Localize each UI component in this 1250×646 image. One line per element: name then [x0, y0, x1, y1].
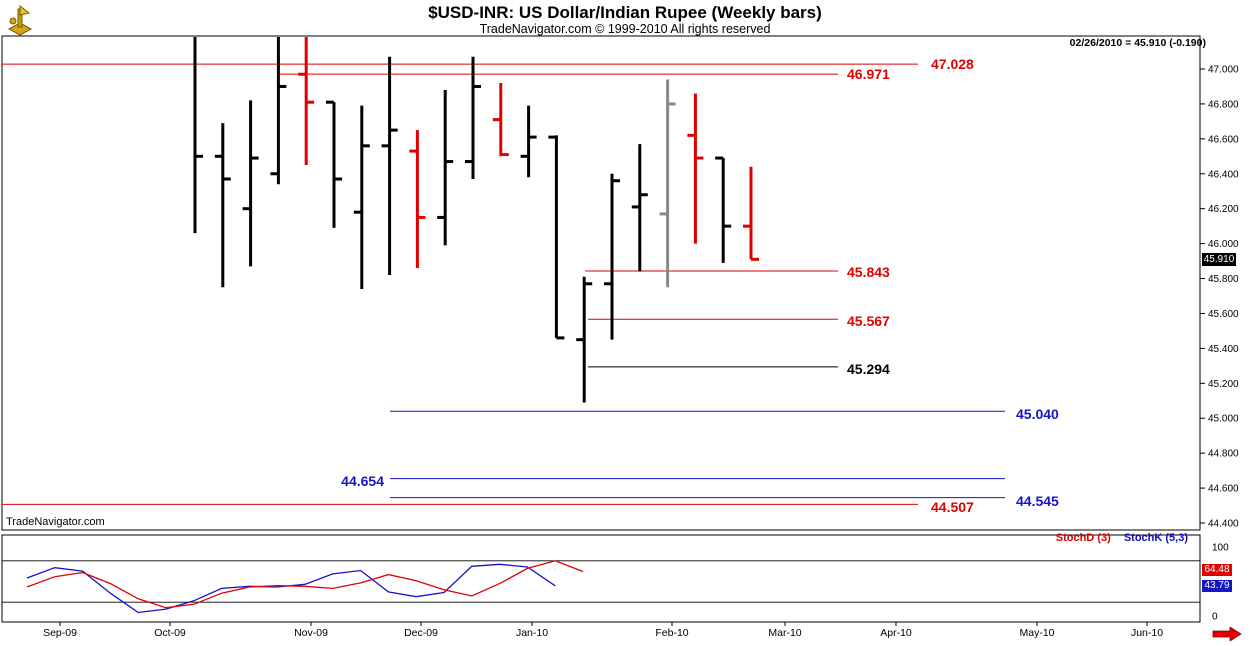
stoch-panel-frame — [1, 534, 1201, 623]
x-tick-label: Jun-10 — [1131, 627, 1163, 639]
level-label-44-507: 44.507 — [931, 499, 974, 515]
ohlc-bar — [270, 37, 287, 185]
y-tick-label: 46.000 — [1208, 239, 1239, 250]
ohlc-bar — [520, 105, 537, 178]
y-tick-label: 45.600 — [1208, 309, 1239, 320]
x-tick-label: Oct-09 — [154, 627, 186, 639]
ohlc-bar — [492, 82, 509, 157]
y-tick-label: 44.600 — [1208, 484, 1239, 495]
y-tick-label: 47.000 — [1208, 65, 1239, 76]
ohlc-bar — [465, 56, 481, 180]
ohlc-bar — [659, 79, 676, 288]
ohlc-bar — [214, 123, 231, 288]
ohlc-bar — [381, 56, 398, 276]
ohlc-bar — [193, 37, 203, 234]
ohlc-bar — [409, 130, 426, 269]
y-tick-label: 46.600 — [1208, 134, 1239, 145]
stoch-d-line — [26, 560, 584, 609]
stoch-k-legend: StochK (5,3) — [1123, 532, 1188, 544]
x-tick-label: Sep-09 — [43, 627, 77, 639]
stoch-y-tick-label: 0 — [1212, 612, 1218, 623]
ohlc-bar — [715, 156, 732, 263]
price-panel-frame — [1, 35, 1201, 531]
y-tick-label: 46.800 — [1208, 99, 1239, 110]
ohlc-bar — [353, 105, 370, 290]
x-tick-label: May-10 — [1019, 627, 1054, 639]
ohlc-bar — [631, 144, 648, 272]
chart-subtitle: TradeNavigator.com © 1999-2010 All right… — [479, 22, 771, 36]
ohlc-bar — [604, 173, 620, 340]
y-tick-label: 45.000 — [1208, 414, 1239, 425]
x-tick-label: Feb-10 — [655, 627, 688, 639]
price-readout: 02/26/2010 = 45.910 (-0.190) — [1069, 37, 1206, 49]
x-tick-label: Jan-10 — [516, 627, 548, 639]
x-tick-label: Dec-09 — [404, 627, 438, 639]
level-label-45-843: 45.843 — [847, 264, 890, 280]
last-price-tag: 45.910 — [1202, 253, 1236, 266]
y-tick-label: 45.400 — [1208, 344, 1239, 355]
y-tick-label: 45.800 — [1208, 274, 1239, 285]
ohlc-bar — [242, 100, 259, 267]
ohlc-bar — [548, 135, 565, 340]
x-tick-label: Mar-10 — [768, 627, 801, 639]
x-tick-label: Nov-09 — [294, 627, 328, 639]
stoch-k-value-tag: 43.79 — [1202, 580, 1232, 592]
ohlc-bar — [298, 37, 315, 166]
ohlc-bar — [743, 166, 759, 261]
level-label-44-654: 44.654 — [341, 473, 384, 489]
level-label-44-545: 44.545 — [1016, 493, 1059, 509]
stoch-y-tick-label: 100 — [1212, 543, 1229, 554]
y-tick-label: 44.800 — [1208, 449, 1239, 460]
stoch-d-legend: StochD (3) — [1055, 532, 1111, 544]
y-tick-label: 44.400 — [1208, 519, 1239, 530]
ohlc-bar — [687, 93, 704, 244]
level-label-47-028: 47.028 — [931, 56, 974, 72]
y-tick-label: 46.200 — [1208, 204, 1239, 215]
trade-navigator-logo-icon — [3, 3, 37, 37]
stochastic-legend: StochD (3) StochK (5,3) — [1056, 532, 1188, 544]
level-label-45-040: 45.040 — [1016, 406, 1059, 422]
stoch-d-value-tag: 64.48 — [1202, 564, 1232, 576]
ohlc-bar — [326, 100, 342, 228]
y-tick-label: 45.200 — [1208, 379, 1239, 390]
watermark-credit: TradeNavigator.com — [6, 516, 105, 528]
level-label-46-971: 46.971 — [847, 66, 890, 82]
ohlc-bar — [437, 89, 454, 246]
y-tick-label: 46.400 — [1208, 169, 1239, 180]
scroll-right-arrow-icon[interactable] — [1212, 626, 1242, 642]
level-label-45-567: 45.567 — [847, 313, 890, 329]
ohlc-bar — [576, 276, 593, 403]
chart-title: $USD-INR: US Dollar/Indian Rupee (Weekly… — [428, 3, 822, 22]
stoch-k-line — [26, 563, 556, 614]
x-tick-label: Apr-10 — [880, 627, 912, 639]
level-label-45-294: 45.294 — [847, 361, 890, 377]
